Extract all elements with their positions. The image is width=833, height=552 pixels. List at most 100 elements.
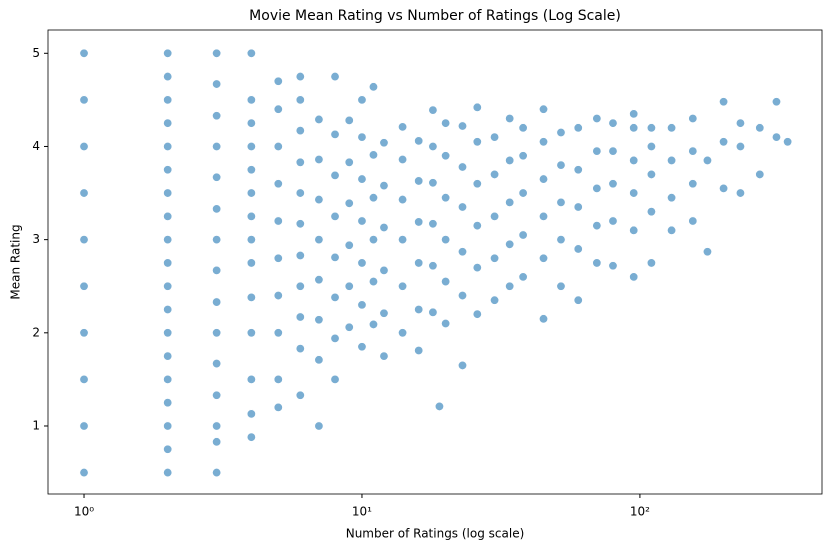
- point: [212, 141, 222, 151]
- point: [246, 118, 256, 128]
- point: [472, 221, 482, 231]
- point: [783, 137, 793, 147]
- point: [314, 421, 324, 431]
- point: [592, 258, 602, 268]
- point: [163, 118, 173, 128]
- point: [163, 211, 173, 221]
- point: [667, 193, 677, 203]
- point: [608, 146, 618, 156]
- point: [246, 328, 256, 338]
- point: [273, 104, 283, 114]
- point: [246, 211, 256, 221]
- point: [518, 188, 528, 198]
- point: [428, 178, 438, 188]
- point: [398, 122, 408, 132]
- point: [79, 188, 89, 198]
- point: [368, 277, 378, 287]
- point: [414, 305, 424, 315]
- point: [539, 211, 549, 221]
- point: [295, 312, 305, 322]
- point: [368, 319, 378, 329]
- point: [735, 141, 745, 151]
- point: [667, 225, 677, 235]
- point: [163, 72, 173, 82]
- point: [246, 409, 256, 419]
- point: [246, 258, 256, 268]
- point: [428, 261, 438, 271]
- point: [246, 374, 256, 384]
- point: [688, 216, 698, 226]
- point: [79, 281, 89, 291]
- point: [212, 235, 222, 245]
- point: [414, 176, 424, 186]
- point: [344, 115, 354, 125]
- point: [368, 235, 378, 245]
- point: [458, 121, 468, 131]
- point: [330, 252, 340, 262]
- point: [246, 188, 256, 198]
- point: [518, 123, 528, 133]
- point: [539, 174, 549, 184]
- point: [398, 281, 408, 291]
- point: [441, 151, 451, 161]
- point: [163, 95, 173, 105]
- point: [79, 328, 89, 338]
- point: [368, 193, 378, 203]
- y-tick-label: 4: [32, 139, 40, 153]
- point: [357, 342, 367, 352]
- point: [314, 355, 324, 365]
- y-axis-label: Mean Rating: [9, 224, 23, 299]
- point: [212, 204, 222, 214]
- point: [246, 141, 256, 151]
- point: [490, 253, 500, 263]
- point: [314, 315, 324, 325]
- point: [490, 132, 500, 142]
- point: [428, 141, 438, 151]
- point: [646, 207, 656, 217]
- point: [414, 217, 424, 227]
- point: [357, 216, 367, 226]
- point: [163, 235, 173, 245]
- point: [505, 155, 515, 165]
- point: [441, 318, 451, 328]
- point: [295, 390, 305, 400]
- point: [163, 305, 173, 315]
- point: [573, 295, 583, 305]
- point: [379, 351, 389, 361]
- point: [735, 188, 745, 198]
- point: [518, 151, 528, 161]
- point: [212, 79, 222, 89]
- point: [518, 230, 528, 240]
- point: [273, 291, 283, 301]
- point: [608, 261, 618, 271]
- point: [490, 295, 500, 305]
- point: [539, 104, 549, 114]
- point: [212, 437, 222, 447]
- chart-title: Movie Mean Rating vs Number of Ratings (…: [249, 8, 621, 24]
- point: [688, 146, 698, 156]
- point: [719, 183, 729, 193]
- point: [556, 197, 566, 207]
- point: [246, 235, 256, 245]
- point: [79, 235, 89, 245]
- point: [414, 136, 424, 146]
- point: [273, 253, 283, 263]
- point: [163, 188, 173, 198]
- point: [472, 102, 482, 112]
- point: [163, 258, 173, 268]
- point: [608, 118, 618, 128]
- point: [295, 157, 305, 167]
- point: [246, 292, 256, 302]
- point: [702, 247, 712, 257]
- point: [314, 114, 324, 124]
- x-tick-label: 10²: [630, 505, 650, 519]
- x-tick-label: 10¹: [352, 505, 372, 519]
- point: [771, 97, 781, 107]
- point: [163, 281, 173, 291]
- point: [414, 258, 424, 268]
- point: [79, 48, 89, 58]
- point: [163, 421, 173, 431]
- point: [357, 300, 367, 310]
- point: [79, 421, 89, 431]
